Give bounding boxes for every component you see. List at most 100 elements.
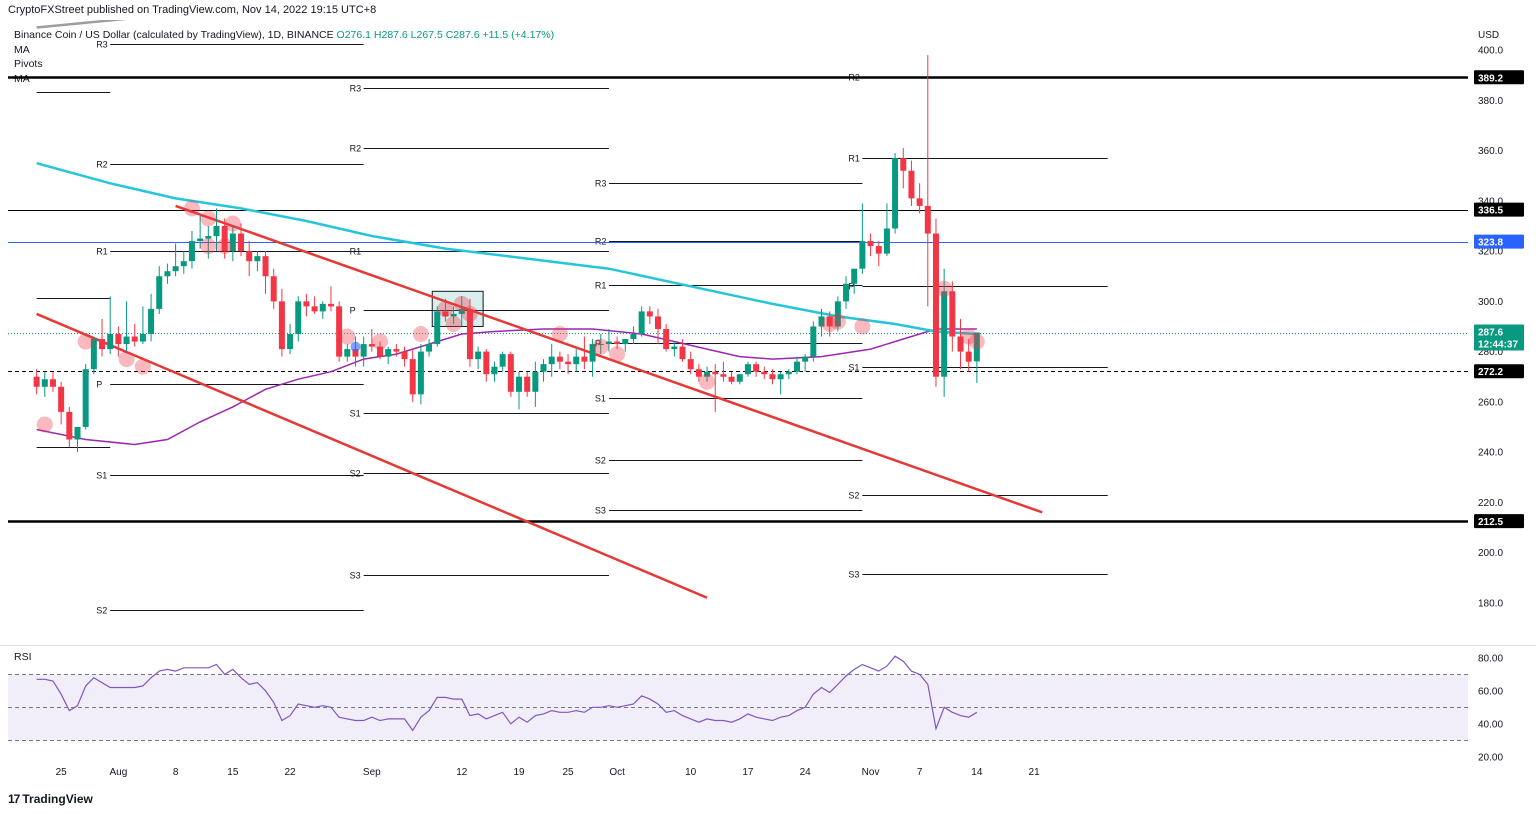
candle-body <box>360 344 367 357</box>
pivot-level-label: R3 <box>350 84 362 94</box>
symbol-title[interactable]: Binance Coin / US Dollar (calculated by … <box>14 29 334 41</box>
candle-body <box>115 334 122 345</box>
price-tag[interactable] <box>1474 234 1524 249</box>
candle-body <box>303 301 310 307</box>
candle-body <box>49 379 56 387</box>
candle-body <box>417 351 424 395</box>
pivot-level-label: S3 <box>350 571 361 581</box>
price-tick-label: 260.0 <box>1478 397 1503 408</box>
candle-body <box>229 233 236 252</box>
trendline <box>36 20 128 29</box>
candle-body <box>278 301 285 350</box>
candle-body <box>499 354 506 367</box>
rsi-tick-label: 40.00 <box>1478 719 1503 730</box>
candle-body <box>270 276 277 302</box>
price-tag[interactable] <box>1474 364 1524 379</box>
time-tick-label: 22 <box>285 767 297 778</box>
rsi-pane-title[interactable]: RSI <box>14 651 32 663</box>
pivot-level-label: P <box>848 282 854 292</box>
candle-body <box>41 379 48 387</box>
candle-body <box>802 356 809 362</box>
candle-body <box>475 351 482 360</box>
candle-body <box>246 251 253 262</box>
candle-body <box>728 376 735 382</box>
price-tag-value: 212.5 <box>1478 517 1503 528</box>
tradingview-footer[interactable]: 17 TradingView <box>8 792 93 806</box>
candle-body <box>605 341 612 345</box>
price-tick-label: 380.0 <box>1478 96 1503 107</box>
candle-body <box>205 236 212 239</box>
price-tick-label: 200.0 <box>1478 548 1503 559</box>
pivot-level-label: P <box>96 380 102 390</box>
time-tick-label: Oct <box>609 767 625 778</box>
candle-body <box>295 301 302 335</box>
candle-body <box>238 233 245 252</box>
candle-body <box>687 359 694 370</box>
candle-body <box>107 334 114 350</box>
candle-body <box>148 308 155 335</box>
consolidation-box <box>431 290 484 327</box>
time-tick-label: 19 <box>513 767 525 778</box>
touch-marker <box>200 210 217 227</box>
legend-indicator-pivots[interactable]: Pivots <box>14 58 43 70</box>
moving-average-line <box>36 161 977 336</box>
candle-body <box>663 328 670 350</box>
price-tick-label: 300.0 <box>1478 297 1503 308</box>
rsi-tick-label: 60.00 <box>1478 686 1503 697</box>
candle-body <box>426 344 433 352</box>
touch-marker <box>699 373 716 390</box>
tradingview-brand: TradingView <box>22 792 93 806</box>
candle-body <box>932 233 939 377</box>
time-tick-label: 10 <box>685 767 697 778</box>
legend-indicator-ma-fast[interactable]: MA <box>14 43 30 56</box>
pivot-level-label: R1 <box>96 247 108 257</box>
price-tag-countdown: 12:44:37 <box>1478 340 1518 351</box>
candle-body <box>434 311 441 345</box>
candle-body <box>597 344 604 346</box>
touch-marker <box>36 416 53 433</box>
touch-marker <box>224 215 241 232</box>
candle-body <box>761 371 768 375</box>
candle-body <box>532 371 539 392</box>
candle-body <box>565 361 572 365</box>
price-tag[interactable] <box>1474 324 1524 351</box>
rsi-pane <box>8 655 1468 741</box>
pivot-level-label: S2 <box>848 491 859 501</box>
main-pane: R3R2R1PS1S2R3R2R1PS1S2S3R3R2R1PS1S2S3R2R… <box>8 20 1468 616</box>
rsi-tick-label: 80.00 <box>1478 653 1503 664</box>
touch-marker <box>453 295 470 312</box>
candle-body <box>654 316 661 329</box>
candle-body <box>573 356 580 365</box>
candle-body <box>66 411 73 440</box>
pivot-level-label: S3 <box>848 570 859 580</box>
candle-body <box>769 374 776 380</box>
time-axis[interactable]: 25 Aug 8 15 22 Sep 12 19 25 Oct 10 17 24 Nov 7 14 21 <box>56 767 1041 778</box>
touch-marker <box>829 313 846 330</box>
candle-body <box>516 376 522 392</box>
candle-body <box>646 311 653 317</box>
candle-body <box>924 205 931 234</box>
time-tick-label: 14 <box>971 767 983 778</box>
candle-body <box>368 344 375 347</box>
candle-body <box>826 316 833 327</box>
candle-body <box>900 158 907 171</box>
pivot-level-label: S3 <box>595 506 606 516</box>
price-tick-label: 360.0 <box>1478 146 1503 157</box>
candle-body <box>287 334 294 350</box>
touch-marker <box>134 358 151 375</box>
price-axis[interactable]: USD 180.0 200.0 220.0 240.0 260.0 280.0 300.0 32… <box>1474 30 1524 763</box>
price-tag[interactable] <box>1474 70 1524 85</box>
candle-body <box>793 361 800 372</box>
pivot-level-label: R2 <box>350 144 362 154</box>
ohlc-readout: O276.1 H287.6 L267.5 C287.6 +11.5 (+4.17… <box>336 29 555 41</box>
candle-body <box>197 238 204 242</box>
candle-body <box>507 354 514 392</box>
time-tick-label: 17 <box>742 767 754 778</box>
pivot-level-label: S1 <box>96 471 107 481</box>
price-tag[interactable] <box>1474 514 1524 529</box>
pivot-level-label: R1 <box>848 154 860 164</box>
price-tag[interactable] <box>1474 202 1524 217</box>
trendline <box>36 312 708 599</box>
candle-body <box>818 316 825 327</box>
